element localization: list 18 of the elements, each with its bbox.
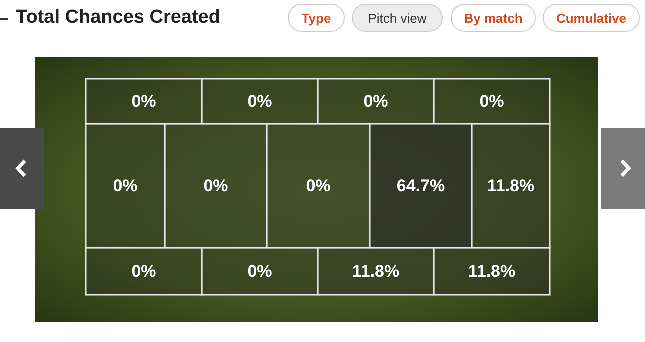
data-label: 11.8%	[487, 176, 535, 196]
data-label: 11.8%	[468, 262, 516, 281]
data-label: 64.7%	[396, 176, 446, 196]
data-label: 0%	[480, 92, 504, 111]
text: Pitch view	[352, 4, 443, 32]
data-label: 0%	[248, 92, 272, 111]
data-label: 0%	[204, 176, 228, 196]
data-label: 0%	[306, 176, 331, 196]
data-label: 0%	[248, 262, 272, 281]
data-label: 11.8%	[352, 262, 400, 281]
text: Type	[288, 4, 345, 32]
text: Cumulative	[543, 4, 640, 32]
data-label: 0%	[132, 262, 156, 281]
data-label: 0%	[364, 92, 388, 111]
text: By match	[451, 4, 536, 32]
data-label: 0%	[132, 92, 156, 111]
data-label: 0%	[113, 176, 138, 196]
text: Total Chances Created	[16, 7, 220, 29]
